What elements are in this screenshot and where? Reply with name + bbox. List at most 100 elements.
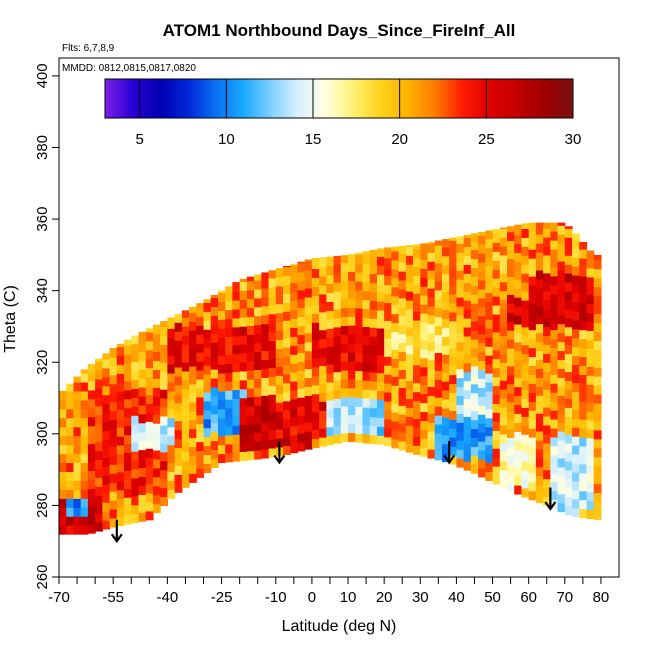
heatmap-cell (254, 288, 262, 299)
heatmap-cell (362, 326, 371, 336)
heatmap-cell (326, 372, 335, 383)
heatmap-cell (557, 395, 566, 405)
heatmap-cell (145, 385, 154, 396)
heatmap-cell (441, 327, 450, 337)
heatmap-cell (369, 434, 378, 445)
heatmap-cell (87, 416, 96, 427)
heatmap-cell (225, 425, 234, 436)
x-tick-label: 20 (376, 589, 393, 606)
heatmap-cell (391, 367, 400, 377)
heatmap-cell (391, 403, 400, 413)
heatmap-cell (109, 517, 118, 528)
heatmap-cell (333, 291, 342, 301)
heatmap-cell (514, 350, 523, 361)
heatmap-cell (189, 306, 197, 313)
heatmap-cell (521, 362, 530, 373)
heatmap-cell (225, 309, 234, 320)
heatmap-cell (586, 464, 595, 475)
heatmap-cell (59, 453, 67, 464)
heatmap-cell (470, 330, 479, 340)
heatmap-cell (283, 355, 291, 366)
heatmap-cell (449, 374, 458, 385)
heatmap-cell (376, 372, 385, 383)
colorbar-segment (171, 79, 176, 118)
heatmap-cell (478, 378, 486, 388)
heatmap-cell (507, 374, 515, 385)
heatmap-cell (499, 299, 508, 310)
heatmap-cell (80, 444, 89, 455)
heatmap-cell (499, 290, 508, 301)
heatmap-cell (514, 476, 523, 486)
heatmap-cell (102, 353, 111, 360)
heatmap-cell (405, 255, 414, 265)
heatmap-cell (174, 429, 183, 440)
heatmap-cell (557, 484, 566, 495)
heatmap-cell (145, 412, 154, 422)
heatmap-cell (326, 346, 335, 356)
heatmap-cell (499, 281, 508, 292)
heatmap-cell (564, 255, 573, 265)
heatmap-cell (463, 326, 472, 337)
heatmap-cell (290, 363, 299, 373)
heatmap-cell (405, 282, 414, 292)
heatmap-cell (507, 338, 515, 349)
heatmap-cell (449, 455, 458, 465)
heatmap-cell (492, 242, 501, 252)
heatmap-cell (586, 500, 595, 511)
heatmap-cell (550, 248, 559, 259)
heatmap-cell (254, 274, 262, 281)
heatmap-cell (463, 344, 472, 355)
heatmap-cell (254, 440, 262, 451)
heatmap-cell (543, 353, 551, 363)
heatmap-cell (478, 333, 486, 344)
heatmap-cell (528, 490, 537, 501)
heatmap-cell (131, 486, 140, 497)
heatmap-cell (304, 287, 313, 298)
colorbar-segment (128, 79, 133, 118)
heatmap-cell (470, 249, 479, 260)
heatmap-cell (535, 305, 544, 316)
heatmap-cell (311, 393, 320, 404)
heatmap-cell (535, 323, 544, 334)
heatmap-cell (543, 371, 551, 381)
heatmap-cell (80, 408, 89, 419)
heatmap-cell (290, 443, 299, 454)
heatmap-cell (239, 278, 248, 282)
heatmap-cell (181, 317, 190, 327)
heatmap-cell (333, 264, 342, 274)
heatmap-cell (239, 433, 248, 444)
heatmap-cell (543, 335, 551, 345)
heatmap-cell (297, 280, 306, 291)
heatmap-cell (449, 240, 458, 250)
heatmap-cell (586, 250, 595, 260)
heatmap-cell (434, 397, 443, 407)
heatmap-cell (326, 408, 335, 419)
heatmap-cell (413, 248, 421, 258)
heatmap-cell (87, 434, 96, 445)
heatmap-cell (232, 416, 241, 426)
heatmap-cell (528, 463, 537, 474)
heatmap-cell (217, 364, 226, 374)
colorbar-segment (253, 79, 258, 118)
heatmap-cell (470, 276, 479, 286)
heatmap-cell (528, 454, 537, 465)
heatmap-cell (261, 377, 270, 387)
heatmap-cell (456, 279, 465, 289)
heatmap-cell (268, 447, 277, 458)
heatmap-cell (131, 477, 140, 488)
heatmap-cell (167, 471, 176, 481)
heatmap-cell (434, 361, 443, 371)
heatmap-cell (189, 455, 197, 465)
colorbar-segment (105, 79, 110, 118)
heatmap-cell (441, 273, 450, 284)
heatmap-cell (478, 288, 486, 299)
heatmap-cell (362, 335, 371, 345)
heatmap-cell (210, 368, 219, 379)
heatmap-cell (326, 337, 335, 347)
heatmap-cell (384, 400, 392, 411)
heatmap-cell (131, 343, 140, 354)
heatmap-cell (239, 299, 248, 309)
heatmap-cell (333, 398, 342, 408)
heatmap-cell (304, 296, 313, 307)
heatmap-cell (470, 347, 479, 358)
